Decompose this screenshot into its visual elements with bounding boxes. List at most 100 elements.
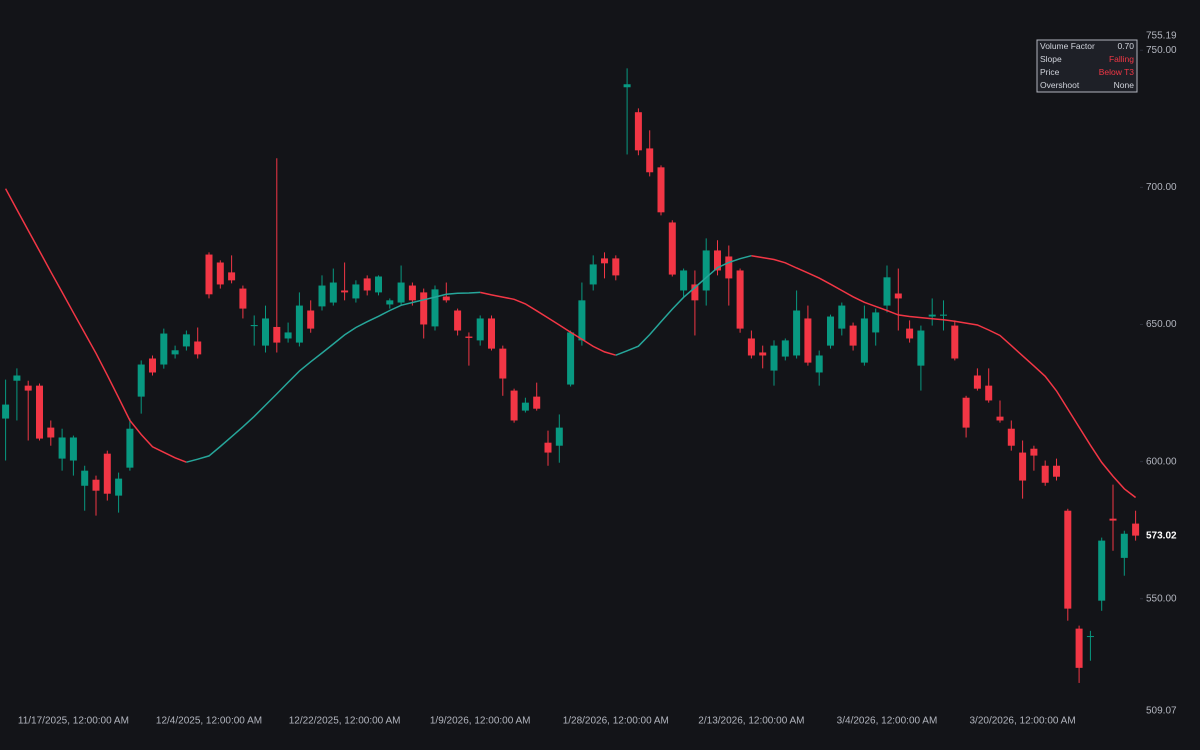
candle-body [262, 318, 269, 346]
candle-body [420, 292, 428, 325]
candle-body [815, 355, 823, 373]
candle-body [318, 285, 326, 307]
candle-body [589, 264, 597, 285]
x-tick-label: 3/4/2026, 12:00:00 AM [837, 716, 938, 727]
candle-body [736, 270, 744, 329]
candle-body [2, 404, 10, 419]
candle-body [634, 112, 642, 151]
candle-body [363, 278, 371, 291]
candle-body [623, 84, 631, 88]
candle-body [917, 330, 925, 366]
candle-body [860, 318, 868, 363]
info-value: 0.70 [1117, 41, 1134, 51]
last-price-label: 573.02 [1146, 530, 1177, 541]
t3-line [615, 254, 752, 356]
info-table: Volume Factor 0.70 Slope Falling Price Below … [1036, 39, 1138, 93]
candle-body [872, 312, 880, 333]
candle-body [906, 328, 914, 339]
t3-line [751, 254, 1137, 499]
candle-body [883, 277, 891, 306]
x-tick-label: 12/4/2025, 12:00:00 AM [156, 716, 262, 727]
candle-body [1086, 636, 1094, 638]
y-limit-label: 509.07 [1146, 706, 1177, 717]
candle-body [1132, 523, 1140, 536]
candle-body [81, 470, 89, 486]
candle-body [521, 402, 529, 411]
candle-body [499, 348, 507, 379]
candle-body [352, 284, 360, 299]
candle-body [612, 258, 620, 276]
candle-body [182, 334, 190, 347]
candle-body [555, 427, 563, 446]
candle-body [714, 250, 721, 271]
candle-body [408, 285, 416, 301]
y-tick-label: 700.00 [1146, 182, 1177, 193]
candle-body [295, 305, 303, 343]
candle-body [680, 270, 688, 291]
candle-body [431, 289, 439, 327]
candle-body [386, 300, 394, 305]
candle-body [827, 316, 834, 346]
y-limit-label: 755.19 [1146, 31, 1177, 42]
candle-body [1120, 533, 1128, 558]
candle-body [973, 375, 981, 389]
candle-body [996, 416, 1004, 421]
candle-body [307, 310, 315, 329]
y-tick-label: 600.00 [1146, 456, 1177, 467]
candle-body [239, 288, 247, 309]
candle-body [894, 293, 902, 299]
t3-line [480, 291, 617, 356]
candle-body [1007, 428, 1015, 446]
candle-body [115, 478, 123, 496]
candle-body [691, 284, 699, 301]
candle-body [171, 350, 179, 355]
candle-body [58, 437, 66, 459]
candle-body [13, 375, 21, 381]
info-label: Slope [1040, 54, 1062, 64]
candle-body [397, 282, 405, 303]
candle-body [770, 345, 778, 371]
candle-body [284, 332, 292, 339]
x-tick-label: 1/28/2026, 12:00:00 AM [563, 716, 669, 727]
candle-body [216, 262, 224, 285]
candle-body [205, 254, 213, 295]
x-tick-label: 3/20/2026, 12:00:00 AM [969, 716, 1075, 727]
candle-body [838, 305, 846, 329]
candle-body [544, 442, 552, 453]
candle-body [273, 326, 281, 343]
candle-body [375, 276, 382, 293]
info-label: Overshoot [1040, 80, 1080, 90]
candle-body [103, 453, 111, 494]
candle-body [1075, 628, 1083, 668]
candle-body [36, 385, 43, 439]
candle-body [228, 272, 236, 281]
candle-body [69, 437, 77, 461]
candle-body [47, 427, 55, 438]
x-tick-label: 12/22/2025, 12:00:00 AM [289, 716, 401, 727]
y-tick-label: 750.00 [1146, 45, 1177, 56]
candle-body [578, 300, 586, 341]
candle-body [646, 148, 654, 173]
candle-body [465, 336, 473, 338]
candle-body [1053, 465, 1060, 477]
candle-body [488, 318, 495, 349]
candle-body [601, 258, 608, 264]
candle-body [137, 364, 145, 397]
candle-body [702, 250, 710, 291]
candle-body [793, 310, 801, 356]
candle-body [194, 341, 202, 355]
candle-body [341, 290, 349, 293]
candle-body [567, 332, 575, 385]
candle-body [804, 318, 812, 363]
t3-line [186, 291, 481, 463]
candle-body [510, 390, 518, 421]
candle-body [951, 325, 959, 359]
candle-body [1064, 510, 1072, 609]
candle-body [725, 256, 733, 279]
candle-body [1109, 518, 1117, 521]
candle-body [442, 296, 450, 301]
plot [2, 68, 1140, 683]
info-value: Below T3 [1099, 67, 1135, 77]
